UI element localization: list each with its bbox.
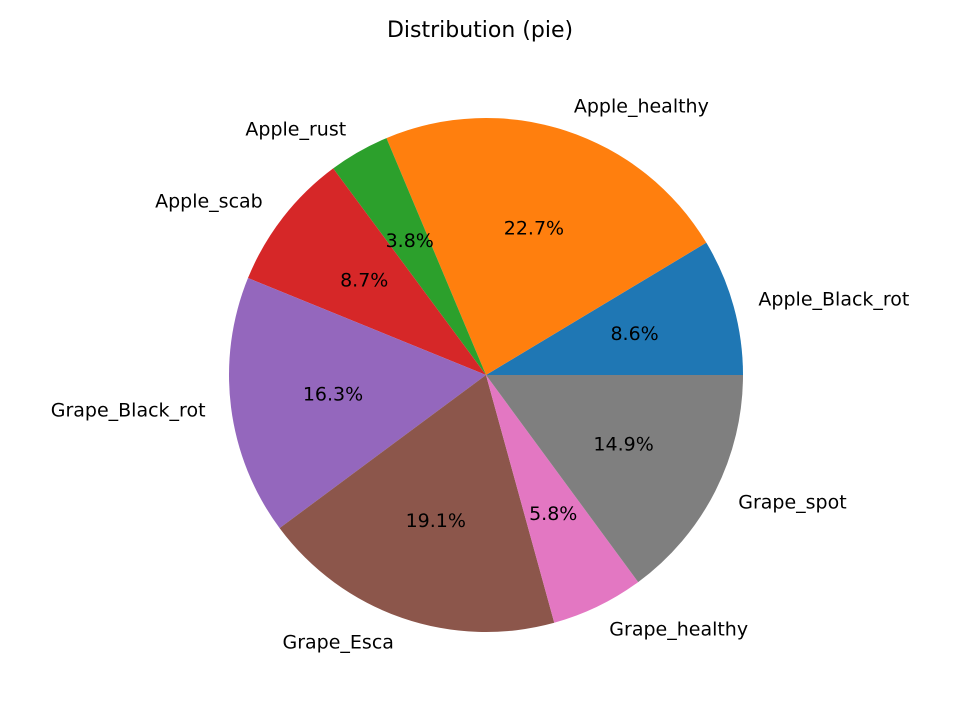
pct-label-grape-black-rot: 16.3% (303, 383, 363, 405)
pct-label-apple-healthy: 22.7% (504, 217, 564, 239)
category-label-grape-spot: Grape_spot (738, 492, 846, 514)
pct-label-apple-black-rot: 8.6% (610, 323, 658, 345)
pct-label-apple-scab: 8.7% (340, 269, 388, 291)
category-label-apple-rust: Apple_rust (245, 118, 346, 140)
category-label-grape-healthy: Grape_healthy (609, 618, 748, 640)
pie-slice-apple-black-rot (486, 242, 743, 375)
category-label-grape-esca: Grape_Esca (282, 631, 393, 653)
category-label-apple-healthy: Apple_healthy (574, 95, 709, 117)
pie-slice-apple-scab (247, 168, 486, 375)
chart-title: Distribution (pie) (386, 18, 574, 43)
pie-slice-grape-esca (279, 375, 555, 632)
category-label-apple-scab: Apple_scab (155, 191, 263, 213)
pie-slice-grape-spot (486, 375, 743, 583)
pct-label-grape-esca: 19.1% (406, 510, 466, 532)
pie-slice-apple-healthy (386, 117, 707, 376)
percentage-labels: 8.6% 22.7% 3.8% 8.7% 16.3% 19.1% 5.8% 14.9% (303, 217, 659, 531)
pct-label-grape-spot: 14.9% (593, 434, 653, 456)
category-label-grape-black-rot: Grape_Black_rot (51, 399, 206, 421)
pie-slice-grape-healthy (486, 375, 639, 623)
category-labels: Apple_Black_rot Apple_healthy Apple_rust Ap… (51, 95, 910, 653)
pct-label-apple-rust: 3.8% (386, 230, 434, 252)
pie-slice-grape-black-rot (228, 278, 486, 529)
pct-label-grape-healthy: 5.8% (529, 503, 577, 525)
category-label-apple-black-rot: Apple_Black_rot (758, 288, 909, 310)
pie-slices (228, 117, 743, 632)
pie-slice-apple-rust (333, 138, 486, 375)
